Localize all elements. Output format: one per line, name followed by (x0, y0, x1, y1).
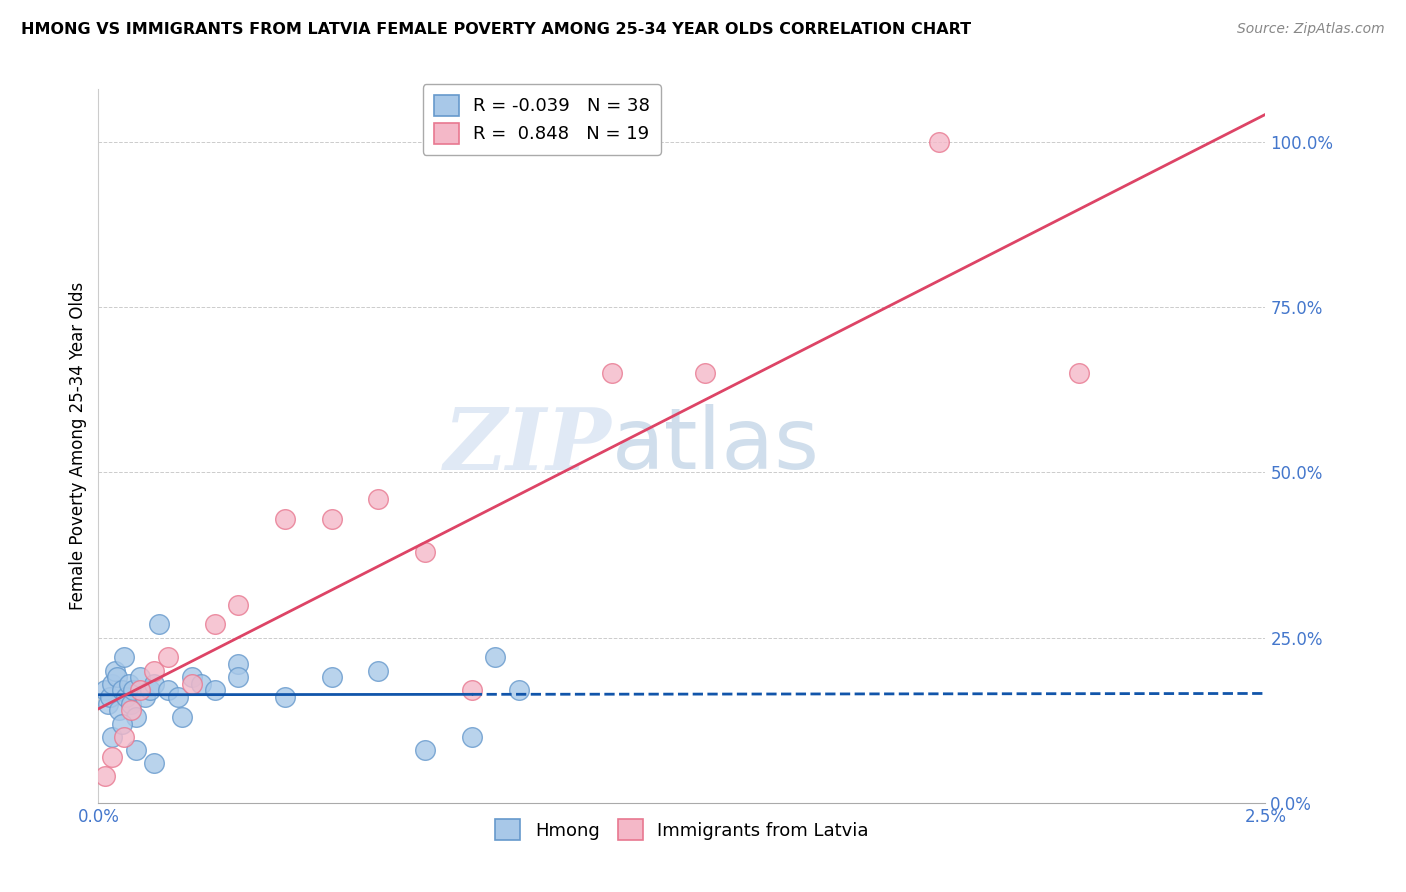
Point (180, 677, 202, 691)
Point (122, 683, 145, 698)
Point (111, 716, 134, 731)
Point (118, 677, 141, 691)
Point (139, 683, 162, 698)
Point (157, 650, 180, 665)
Point (115, 690, 138, 704)
Point (413, 545, 436, 559)
Point (97, 697, 120, 711)
Point (101, 677, 124, 691)
Point (461, 730, 484, 744)
Point (600, 367, 623, 381)
Point (190, 677, 212, 691)
Point (125, 743, 148, 757)
Point (695, 367, 717, 381)
Legend: Hmong, Immigrants from Latvia: Hmong, Immigrants from Latvia (488, 812, 876, 847)
Point (105, 670, 128, 684)
Point (111, 683, 134, 698)
Point (367, 664, 389, 678)
Point (367, 491, 389, 506)
Point (148, 617, 170, 632)
Point (461, 683, 484, 698)
Point (125, 710, 148, 724)
Point (1067, 367, 1090, 381)
Y-axis label: Female Poverty Among 25-34 Year Olds: Female Poverty Among 25-34 Year Olds (69, 282, 87, 610)
Point (180, 670, 202, 684)
Point (94, 683, 117, 698)
Point (143, 756, 166, 771)
Point (228, 598, 250, 612)
Point (143, 677, 166, 691)
Point (120, 703, 142, 717)
Point (274, 690, 297, 704)
Point (94, 769, 117, 783)
Point (134, 690, 156, 704)
Point (321, 511, 343, 525)
Point (120, 697, 142, 711)
Point (101, 730, 124, 744)
Point (112, 730, 135, 744)
Point (143, 664, 166, 678)
Point (98, 690, 121, 704)
Point (157, 683, 180, 698)
Point (228, 657, 250, 671)
Point (274, 511, 297, 525)
Point (413, 743, 436, 757)
Point (228, 670, 250, 684)
Text: Source: ZipAtlas.com: Source: ZipAtlas.com (1237, 22, 1385, 37)
Point (321, 670, 343, 684)
Point (104, 664, 127, 678)
Point (129, 683, 152, 698)
Point (508, 683, 530, 698)
Text: ZIP: ZIP (444, 404, 612, 488)
Point (101, 749, 124, 764)
Point (172, 710, 194, 724)
Point (928, 135, 950, 149)
Point (112, 650, 135, 665)
Point (484, 650, 506, 665)
Text: atlas: atlas (612, 404, 820, 488)
Point (108, 703, 131, 717)
Point (166, 690, 188, 704)
Point (204, 683, 226, 698)
Text: HMONG VS IMMIGRANTS FROM LATVIA FEMALE POVERTY AMONG 25-34 YEAR OLDS CORRELATION: HMONG VS IMMIGRANTS FROM LATVIA FEMALE P… (21, 22, 972, 37)
Point (129, 670, 152, 684)
Point (204, 617, 226, 632)
